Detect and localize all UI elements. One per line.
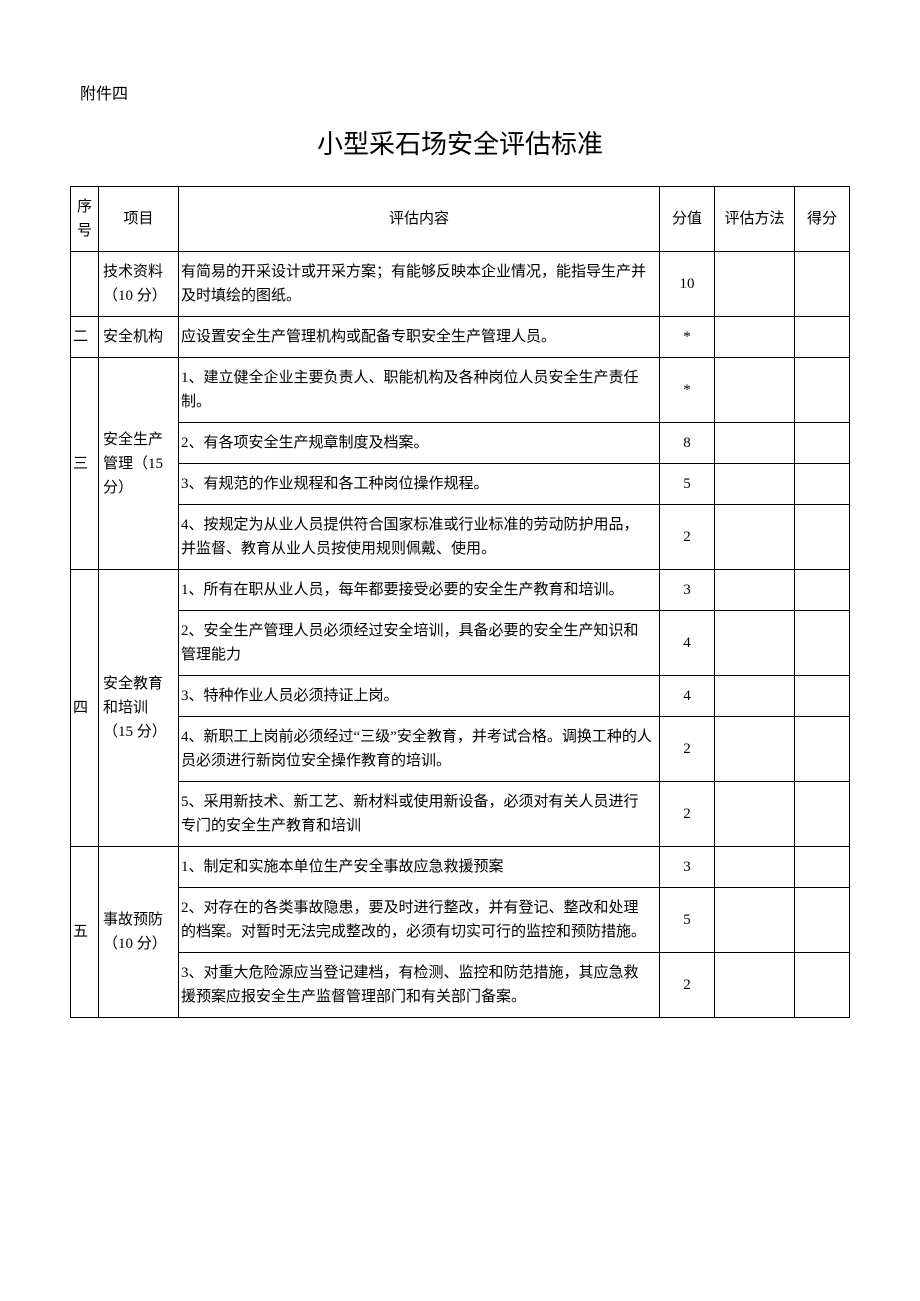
score-cell: 8: [660, 423, 715, 464]
got-cell: [795, 953, 850, 1018]
item-cell: 安全教育和培训（15 分）: [99, 570, 179, 847]
method-cell: [715, 317, 795, 358]
seq-cell: 二: [71, 317, 99, 358]
method-cell: [715, 717, 795, 782]
content-cell: 3、特种作业人员必须持证上岗。: [179, 676, 660, 717]
table-row: 2、安全生产管理人员必须经过安全培训，具备必要的安全生产知识和管理能力4: [71, 611, 850, 676]
table-row: 2、对存在的各类事故隐患，要及时进行整改，并有登记、整改和处理的档案。对暂时无法…: [71, 888, 850, 953]
got-cell: [795, 317, 850, 358]
got-cell: [795, 423, 850, 464]
item-cell: 事故预防（10 分）: [99, 847, 179, 1018]
attachment-label: 附件四: [80, 80, 850, 104]
got-cell: [795, 464, 850, 505]
got-cell: [795, 358, 850, 423]
method-cell: [715, 505, 795, 570]
content-cell: 应设置安全生产管理机构或配备专职安全生产管理人员。: [179, 317, 660, 358]
method-cell: [715, 676, 795, 717]
header-seq: 序号: [71, 187, 99, 252]
got-cell: [795, 782, 850, 847]
table-row: 5、采用新技术、新工艺、新材料或使用新设备，必须对有关人员进行专门的安全生产教育…: [71, 782, 850, 847]
score-cell: 2: [660, 953, 715, 1018]
content-cell: 5、采用新技术、新工艺、新材料或使用新设备，必须对有关人员进行专门的安全生产教育…: [179, 782, 660, 847]
table-row: 4、按规定为从业人员提供符合国家标准或行业标准的劳动防护用品，并监督、教育从业人…: [71, 505, 850, 570]
seq-cell: 五: [71, 847, 99, 1018]
table-row: 三安全生产管理（15 分）1、建立健全企业主要负责人、职能机构及各种岗位人员安全…: [71, 358, 850, 423]
table-header-row: 序号 项目 评估内容 分值 评估方法 得分: [71, 187, 850, 252]
table-row: 3、有规范的作业规程和各工种岗位操作规程。5: [71, 464, 850, 505]
header-score: 分值: [660, 187, 715, 252]
seq-cell: [71, 252, 99, 317]
table-row: 3、对重大危险源应当登记建档，有检测、监控和防范措施，其应急救援预案应报安全生产…: [71, 953, 850, 1018]
score-cell: 2: [660, 782, 715, 847]
content-cell: 2、安全生产管理人员必须经过安全培训，具备必要的安全生产知识和管理能力: [179, 611, 660, 676]
seq-cell: 三: [71, 358, 99, 570]
content-cell: 4、新职工上岗前必须经过“三级”安全教育，并考试合格。调换工种的人员必须进行新岗…: [179, 717, 660, 782]
header-content: 评估内容: [179, 187, 660, 252]
content-cell: 1、制定和实施本单位生产安全事故应急救援预案: [179, 847, 660, 888]
table-row: 二安全机构应设置安全生产管理机构或配备专职安全生产管理人员。*: [71, 317, 850, 358]
seq-cell: 四: [71, 570, 99, 847]
score-cell: 5: [660, 888, 715, 953]
method-cell: [715, 888, 795, 953]
table-row: 五事故预防（10 分）1、制定和实施本单位生产安全事故应急救援预案3: [71, 847, 850, 888]
score-cell: 4: [660, 676, 715, 717]
method-cell: [715, 423, 795, 464]
header-item: 项目: [99, 187, 179, 252]
method-cell: [715, 782, 795, 847]
content-cell: 4、按规定为从业人员提供符合国家标准或行业标准的劳动防护用品，并监督、教育从业人…: [179, 505, 660, 570]
method-cell: [715, 847, 795, 888]
score-cell: 5: [660, 464, 715, 505]
content-cell: 有简易的开采设计或开采方案；有能够反映本企业情况，能指导生产并及时填绘的图纸。: [179, 252, 660, 317]
score-cell: *: [660, 358, 715, 423]
score-cell: 3: [660, 570, 715, 611]
got-cell: [795, 505, 850, 570]
header-method: 评估方法: [715, 187, 795, 252]
content-cell: 2、有各项安全生产规章制度及档案。: [179, 423, 660, 464]
item-cell: 安全生产管理（15 分）: [99, 358, 179, 570]
method-cell: [715, 611, 795, 676]
table-row: 技术资料（10 分）有简易的开采设计或开采方案；有能够反映本企业情况，能指导生产…: [71, 252, 850, 317]
got-cell: [795, 847, 850, 888]
header-got: 得分: [795, 187, 850, 252]
method-cell: [715, 570, 795, 611]
got-cell: [795, 611, 850, 676]
method-cell: [715, 953, 795, 1018]
table-row: 3、特种作业人员必须持证上岗。4: [71, 676, 850, 717]
method-cell: [715, 358, 795, 423]
content-cell: 3、有规范的作业规程和各工种岗位操作规程。: [179, 464, 660, 505]
score-cell: 4: [660, 611, 715, 676]
method-cell: [715, 464, 795, 505]
got-cell: [795, 570, 850, 611]
item-cell: 安全机构: [99, 317, 179, 358]
item-cell: 技术资料（10 分）: [99, 252, 179, 317]
evaluation-table: 序号 项目 评估内容 分值 评估方法 得分 技术资料（10 分）有简易的开采设计…: [70, 186, 850, 1018]
content-cell: 3、对重大危险源应当登记建档，有检测、监控和防范措施，其应急救援预案应报安全生产…: [179, 953, 660, 1018]
content-cell: 2、对存在的各类事故隐患，要及时进行整改，并有登记、整改和处理的档案。对暂时无法…: [179, 888, 660, 953]
table-row: 四安全教育和培训（15 分）1、所有在职从业人员，每年都要接受必要的安全生产教育…: [71, 570, 850, 611]
table-row: 4、新职工上岗前必须经过“三级”安全教育，并考试合格。调换工种的人员必须进行新岗…: [71, 717, 850, 782]
score-cell: 2: [660, 717, 715, 782]
method-cell: [715, 252, 795, 317]
got-cell: [795, 888, 850, 953]
got-cell: [795, 676, 850, 717]
content-cell: 1、建立健全企业主要负责人、职能机构及各种岗位人员安全生产责任制。: [179, 358, 660, 423]
content-cell: 1、所有在职从业人员，每年都要接受必要的安全生产教育和培训。: [179, 570, 660, 611]
table-row: 2、有各项安全生产规章制度及档案。8: [71, 423, 850, 464]
score-cell: *: [660, 317, 715, 358]
document-title: 小型采石场安全评估标准: [70, 124, 850, 161]
score-cell: 2: [660, 505, 715, 570]
score-cell: 3: [660, 847, 715, 888]
score-cell: 10: [660, 252, 715, 317]
got-cell: [795, 252, 850, 317]
got-cell: [795, 717, 850, 782]
